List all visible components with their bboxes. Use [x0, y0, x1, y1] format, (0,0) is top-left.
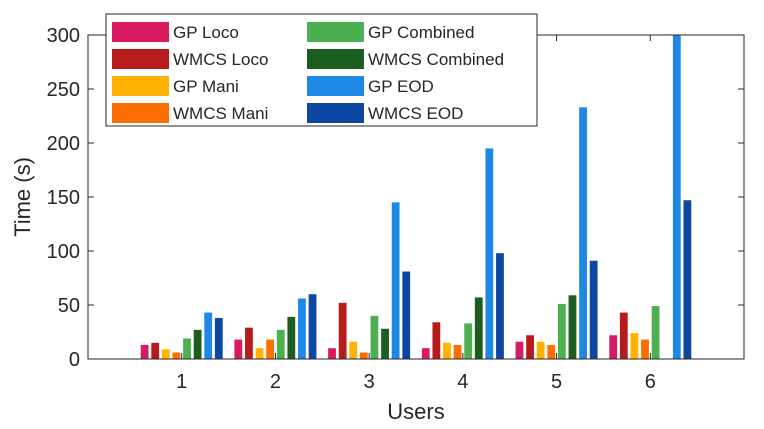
bar-wmcs-combined-users-1 [193, 329, 202, 359]
y-tick-label: 250 [47, 79, 80, 101]
bar-gp-mani-users-2 [255, 348, 264, 359]
bar-gp-combined-users-4 [464, 323, 473, 359]
bar-gp-combined-users-5 [557, 303, 566, 359]
bar-gp-loco-users-3 [328, 348, 336, 359]
bar-wmcs-eod-users-2 [308, 294, 317, 359]
bars-group [140, 35, 692, 359]
bar-gp-loco-users-4 [421, 348, 430, 359]
bar-gp-eod-users-6 [672, 35, 681, 359]
legend-label-wmcs-mani: WMCS Mani [173, 104, 268, 123]
bar-wmcs-combined-users-4 [474, 297, 483, 359]
bar-wmcs-loco-users-2 [245, 327, 253, 359]
bar-wmcs-mani-users-1 [172, 352, 181, 359]
bar-wmcs-mani-users-6 [641, 339, 649, 359]
legend-label-wmcs-combined: WMCS Combined [368, 50, 504, 69]
y-tick-label: 300 [47, 25, 80, 47]
legend-swatch-gp-loco [112, 22, 169, 42]
legend-swatch-gp-eod [307, 76, 364, 96]
legend-label-wmcs-loco: WMCS Loco [173, 50, 268, 69]
legend: GP Loco WMCS Loco GP Mani WMCS Mani GP Combi… [105, 13, 538, 127]
bar-wmcs-mani-users-2 [266, 339, 275, 359]
bar-wmcs-mani-users-5 [547, 344, 556, 359]
y-tick-label: 50 [58, 295, 80, 317]
legend-label-gp-loco: GP Loco [173, 23, 239, 42]
x-tick-label: 4 [457, 371, 468, 393]
legend-label-gp-mani: GP Mani [173, 77, 239, 96]
legend-swatch-gp-combined [307, 22, 364, 42]
bar-gp-loco-users-2 [234, 339, 243, 359]
y-tick-label: 0 [69, 349, 80, 371]
legend-swatch-wmcs-eod [307, 103, 364, 123]
bar-gp-loco-users-1 [140, 344, 149, 359]
bar-gp-eod-users-1 [204, 312, 213, 359]
bar-gp-eod-users-5 [579, 107, 587, 359]
legend-swatch-wmcs-loco [112, 49, 169, 69]
bar-wmcs-loco-users-6 [619, 312, 628, 359]
bar-gp-eod-users-4 [485, 148, 494, 359]
x-tick-label: 2 [270, 371, 281, 393]
bar-wmcs-loco-users-4 [432, 322, 441, 359]
bar-wmcs-eod-users-6 [683, 200, 692, 359]
bar-wmcs-combined-users-3 [381, 328, 389, 359]
bar-gp-mani-users-1 [161, 349, 170, 359]
y-axis-label: Time (s) [10, 157, 35, 237]
legend-swatch-wmcs-combined [307, 49, 364, 69]
tick-labels: 0 50 100 150 200 250 300 1 2 3 4 5 6 [47, 25, 656, 393]
legend-swatch-wmcs-mani [112, 103, 169, 123]
legend-label-gp-eod: GP EOD [368, 77, 434, 96]
legend-label-gp-combined: GP Combined [368, 23, 474, 42]
bar-wmcs-eod-users-1 [214, 317, 223, 359]
bar-wmcs-combined-users-2 [287, 316, 296, 359]
bar-gp-combined-users-3 [370, 315, 379, 359]
legend-label-wmcs-eod: WMCS EOD [368, 104, 463, 123]
bar-wmcs-eod-users-4 [496, 253, 504, 359]
bar-gp-eod-users-3 [391, 202, 400, 359]
y-tick-label: 100 [47, 241, 80, 263]
bar-gp-mani-users-6 [630, 333, 639, 359]
bar-wmcs-loco-users-3 [338, 302, 347, 359]
bar-wmcs-eod-users-3 [402, 271, 411, 359]
bar-gp-mani-users-4 [443, 342, 451, 359]
bar-gp-loco-users-5 [515, 341, 524, 359]
x-tick-label: 3 [364, 371, 375, 393]
bar-wmcs-loco-users-5 [526, 335, 534, 359]
bar-wmcs-combined-users-5 [568, 295, 577, 359]
bar-gp-eod-users-2 [298, 298, 306, 359]
x-axis-label: Users [387, 399, 444, 424]
x-tick-label: 6 [645, 371, 656, 393]
bar-gp-mani-users-3 [349, 341, 358, 359]
bar-wmcs-mani-users-4 [453, 344, 462, 359]
legend-swatch-gp-mani [112, 76, 169, 96]
bar-gp-combined-users-2 [276, 329, 285, 359]
x-tick-label: 1 [176, 371, 187, 393]
y-tick-label: 150 [47, 187, 80, 209]
bar-wmcs-eod-users-5 [589, 260, 598, 359]
bar-gp-loco-users-6 [609, 335, 618, 359]
bar-wmcs-mani-users-3 [359, 352, 368, 359]
bar-gp-mani-users-5 [536, 341, 545, 359]
x-tick-label: 5 [551, 371, 562, 393]
y-tick-label: 200 [47, 133, 80, 155]
bar-wmcs-loco-users-1 [151, 342, 160, 359]
bar-gp-combined-users-1 [183, 338, 191, 359]
bar-gp-combined-users-6 [651, 306, 660, 359]
